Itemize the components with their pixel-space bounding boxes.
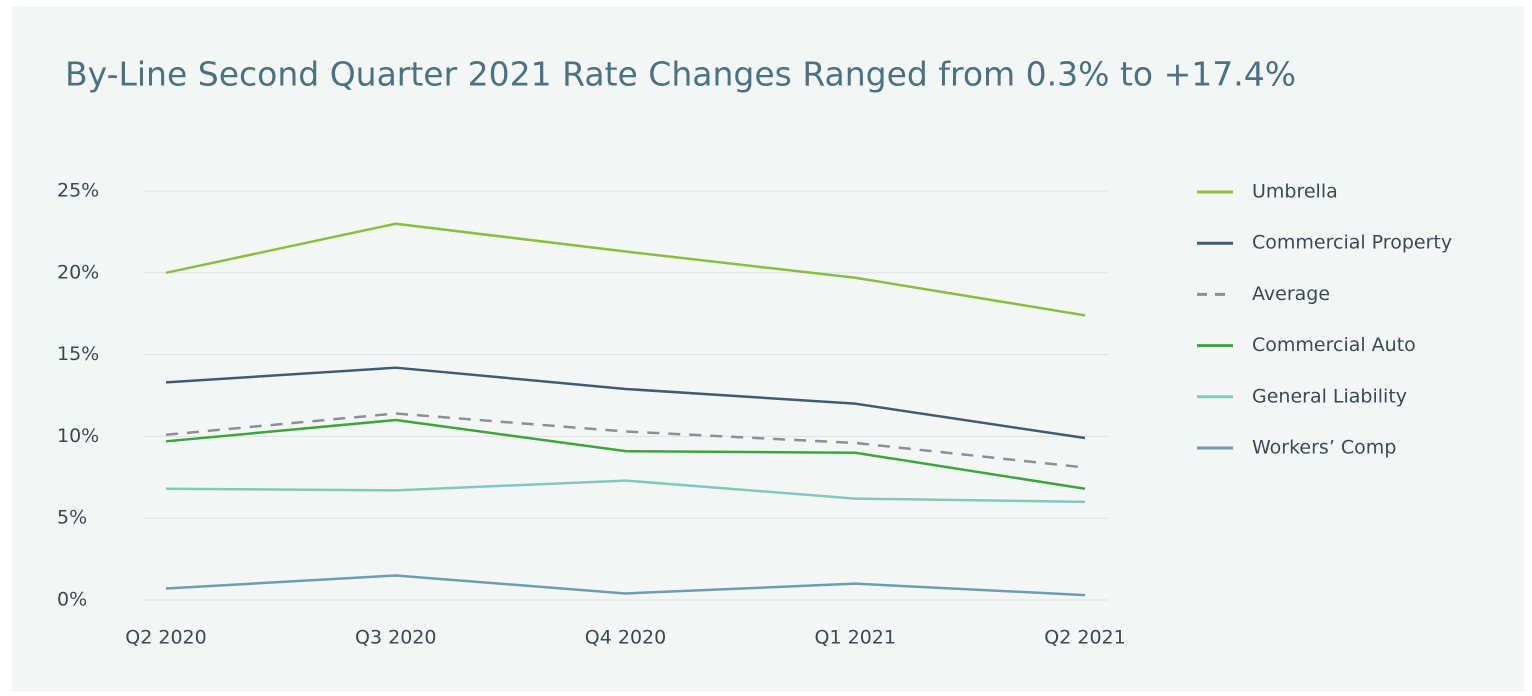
series-line: [165, 418, 1086, 490]
series-line: [165, 412, 1086, 469]
chart-title: By-Line Second Quarter 2021 Rate Changes…: [65, 55, 1296, 94]
series-line: [165, 574, 1086, 597]
x-tick-label: Q4 2020: [585, 627, 666, 649]
legend-label: General Liability: [1252, 385, 1407, 407]
series-line: [165, 366, 1086, 440]
series-line: [165, 479, 1086, 504]
x-tick-label: Q2 2021: [1044, 627, 1125, 649]
y-tick-label: 0%: [57, 589, 87, 611]
panel: [12, 6, 1524, 692]
y-tick-label: 15%: [57, 343, 99, 365]
legend-label: Average: [1252, 283, 1330, 305]
x-tick-label: Q1 2021: [815, 627, 896, 649]
x-tick-label: Q2 2020: [125, 627, 206, 649]
y-tick-label: 5%: [57, 507, 87, 529]
y-tick-label: 20%: [57, 261, 99, 283]
y-tick-label: 10%: [57, 425, 99, 447]
x-tick-label: Q3 2020: [355, 627, 436, 649]
legend-label: Commercial Auto: [1252, 334, 1416, 356]
legend-label: Umbrella: [1252, 181, 1338, 203]
legend-label: Workers’ Comp: [1252, 437, 1396, 459]
y-tick-label: 25%: [57, 180, 99, 202]
series-line: [165, 222, 1086, 317]
legend-label: Commercial Property: [1252, 232, 1452, 254]
